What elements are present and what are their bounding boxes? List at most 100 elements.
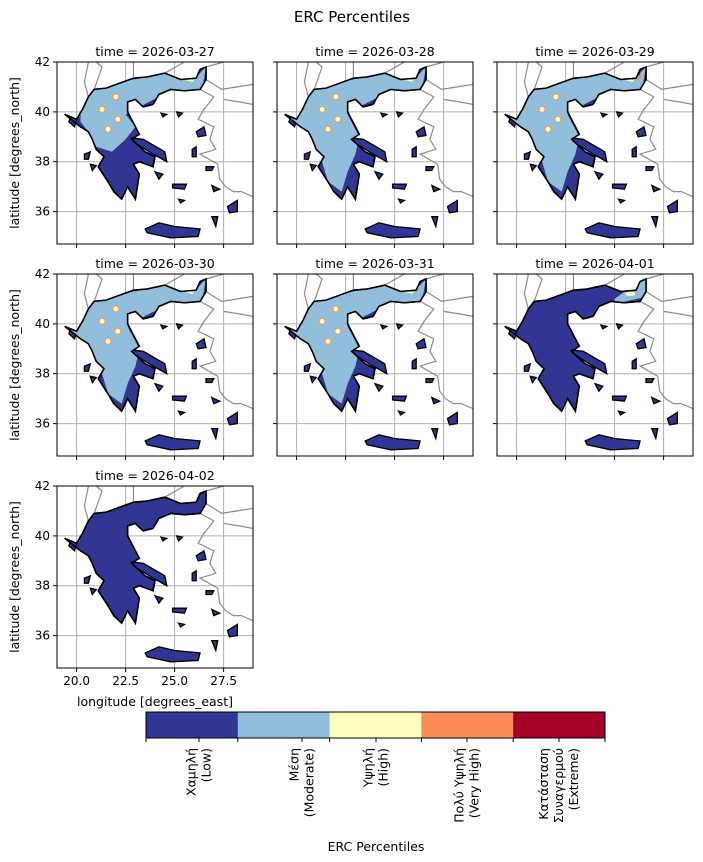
- country-border: [533, 62, 543, 90]
- island: [191, 569, 197, 582]
- island: [666, 411, 678, 426]
- island: [195, 337, 207, 350]
- colorbar-label: ERC Percentiles: [328, 839, 425, 854]
- country-border: [417, 88, 473, 198]
- island: [226, 199, 238, 214]
- colorbar-tick-label-line: (Moderate): [302, 748, 317, 817]
- country-border: [645, 290, 693, 303]
- island: [210, 608, 222, 617]
- panel-title: time = 2026-03-27: [95, 44, 214, 59]
- axes-frame: [56, 273, 254, 457]
- island: [159, 324, 169, 330]
- map-panel: time = 2026-04-02 20.0 22.5 25.0 27.5 36 38 40 4…: [7, 468, 254, 688]
- region-high-spot: [332, 93, 340, 101]
- island: [210, 427, 219, 441]
- island: [210, 215, 219, 229]
- region-high-spot: [98, 105, 106, 113]
- island: [599, 324, 609, 330]
- country-border: [443, 310, 473, 317]
- island: [205, 590, 215, 596]
- island: [175, 111, 184, 118]
- region-high-spot: [544, 125, 552, 133]
- colorbar-tick-label-line: Μέση: [287, 748, 302, 781]
- map-content: [277, 274, 473, 456]
- panel-title: time = 2026-04-02: [95, 468, 214, 483]
- region-high-spot: [334, 115, 342, 123]
- island: [397, 410, 407, 416]
- map-panel: time = 2026-03-28: [273, 44, 474, 248]
- island: [226, 623, 238, 638]
- island: [210, 184, 222, 193]
- colorbar-swatch: [146, 712, 239, 738]
- panel-title: time = 2026-03-31: [315, 256, 434, 271]
- figure-title: ERC Percentiles: [294, 8, 410, 26]
- island: [415, 125, 427, 138]
- map-content: [57, 62, 253, 244]
- y-tick-label: 38: [35, 155, 50, 169]
- country-border: [313, 62, 323, 90]
- island: [430, 184, 442, 193]
- coastline: [284, 65, 427, 202]
- colorbar-swatch: [421, 712, 514, 738]
- country-border: [604, 274, 625, 286]
- island: [593, 170, 604, 181]
- island: [89, 587, 98, 596]
- y-tick-label: 36: [35, 629, 50, 643]
- colorbar: Χαμηλή(Low) Μέση(Moderate) Υψηλή(High) Πολύ…: [145, 711, 606, 823]
- colorbar-tick-label: Χαμηλή(Low): [184, 748, 214, 796]
- island: [373, 170, 384, 181]
- y-tick-label: 36: [35, 417, 50, 431]
- x-tick-label: 22.5: [112, 674, 139, 688]
- country-border: [645, 62, 664, 68]
- map-panel: time = 2026-03-30 36 38 40 42 latitude [degre…: [7, 256, 254, 460]
- axes-frame: [56, 61, 254, 245]
- island: [379, 112, 389, 118]
- y-axis-label: latitude [degrees_north]: [7, 77, 22, 229]
- island: [175, 535, 184, 542]
- colorbar-swatch: [329, 712, 422, 738]
- island: [177, 410, 187, 416]
- island: [617, 198, 627, 204]
- island: [584, 434, 641, 451]
- colorbar-tick-label: Πολύ Υψηλή(Very High): [452, 748, 482, 823]
- y-tick-label: 40: [35, 529, 50, 543]
- coastline: [284, 277, 427, 414]
- island: [615, 323, 624, 330]
- island: [379, 324, 389, 330]
- region-moderate: [80, 67, 206, 152]
- country-border: [223, 522, 253, 529]
- country-border: [384, 62, 405, 74]
- colorbar-tick-label-line: Υψηλή: [361, 748, 376, 788]
- country-border: [637, 300, 693, 410]
- y-tick-label: 40: [35, 105, 50, 119]
- map-content: [497, 62, 693, 244]
- island: [153, 594, 164, 605]
- y-tick-label: 42: [35, 479, 50, 493]
- island: [391, 395, 408, 402]
- island: [645, 166, 655, 172]
- island: [666, 199, 678, 214]
- panel-title: time = 2026-03-30: [95, 256, 214, 271]
- region-high: [625, 291, 636, 296]
- coastline: [64, 489, 207, 626]
- region-moderate: [284, 279, 426, 404]
- island: [195, 549, 207, 562]
- country-border: [223, 98, 253, 105]
- region-high-spot: [112, 305, 120, 313]
- island: [650, 396, 662, 405]
- country-border: [197, 300, 253, 410]
- region-moderate: [64, 279, 206, 404]
- country-border: [164, 486, 185, 498]
- island: [210, 639, 219, 653]
- coastline: [504, 65, 647, 202]
- coastline: [504, 277, 647, 414]
- country-border: [425, 62, 444, 68]
- island: [425, 378, 435, 384]
- country-border: [205, 486, 224, 492]
- colorbar-tick-label-line: Πολύ Υψηλή: [452, 748, 467, 823]
- map-panel: time = 2026-03-27 36 38 40 42 latitude [degre…: [7, 44, 254, 248]
- country-border: [425, 274, 444, 280]
- map-content: [277, 62, 473, 244]
- island: [373, 382, 384, 393]
- country-border: [637, 88, 693, 198]
